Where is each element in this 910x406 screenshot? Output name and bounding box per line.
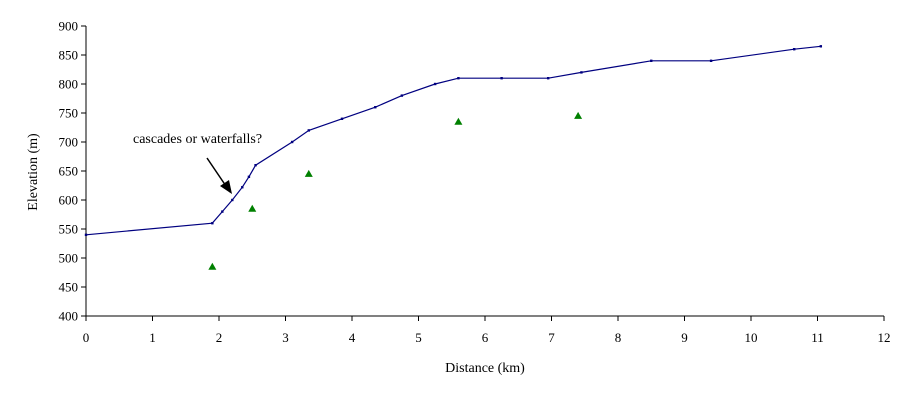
y-tick-label: 750	[59, 106, 79, 121]
profile-point	[580, 71, 583, 74]
annotation-text: cascades or waterfalls?	[133, 132, 262, 147]
annotation-arrowhead	[220, 180, 232, 194]
x-tick-label: 4	[349, 330, 356, 345]
triangle-marker	[304, 169, 313, 177]
profile-point	[500, 77, 503, 80]
profile-point	[290, 140, 294, 144]
triangle-marker	[574, 111, 583, 119]
profile-point	[241, 186, 244, 189]
x-tick-label: 0	[83, 330, 90, 345]
y-tick-label: 800	[59, 77, 79, 92]
profile-point	[709, 59, 713, 62]
x-tick-label: 11	[811, 330, 824, 345]
y-axis-label: Elevation (m)	[26, 133, 41, 211]
x-tick-label: 12	[878, 330, 891, 345]
profile-point	[546, 77, 550, 80]
profile-point	[211, 222, 214, 225]
profile-point	[307, 129, 310, 132]
y-tick-label: 900	[59, 19, 79, 34]
y-tick-label: 500	[59, 251, 79, 266]
profile-point	[247, 175, 251, 178]
y-tick-label: 600	[59, 193, 79, 208]
profile-point	[400, 94, 404, 97]
annotation: cascades or waterfalls?	[133, 132, 262, 194]
x-axis-label: Distance (km)	[445, 361, 525, 376]
profile-point	[819, 45, 823, 48]
x-tick-label: 5	[415, 330, 422, 345]
profile-point	[433, 82, 437, 86]
x-tick-label: 1	[149, 330, 156, 345]
profile-point	[793, 48, 796, 51]
profile-point	[254, 164, 257, 167]
y-tick-label: 850	[59, 48, 79, 63]
y-tick-label: 650	[59, 164, 79, 179]
x-tick-label: 10	[745, 330, 758, 345]
profile-point	[340, 117, 344, 120]
y-tick-label: 700	[59, 135, 79, 150]
y-tick-label: 550	[59, 222, 79, 237]
y-tick-label: 450	[59, 280, 79, 295]
x-tick-label: 3	[282, 330, 289, 345]
profile-point	[231, 198, 234, 202]
x-tick-label: 9	[681, 330, 688, 345]
plot-area	[84, 45, 823, 270]
triangle-marker	[454, 117, 463, 125]
x-tick-label: 2	[216, 330, 223, 345]
x-tick-label: 7	[548, 330, 555, 345]
triangle-marker	[248, 204, 257, 212]
profile-point	[374, 106, 377, 109]
profile-point	[221, 210, 224, 213]
x-tick-label: 8	[615, 330, 622, 345]
profile-point	[84, 233, 88, 236]
profile-point	[457, 77, 460, 80]
triangle-marker	[208, 262, 217, 270]
y-tick-label: 400	[59, 309, 79, 324]
profile-point	[650, 59, 653, 62]
x-tick-label: 6	[482, 330, 489, 345]
